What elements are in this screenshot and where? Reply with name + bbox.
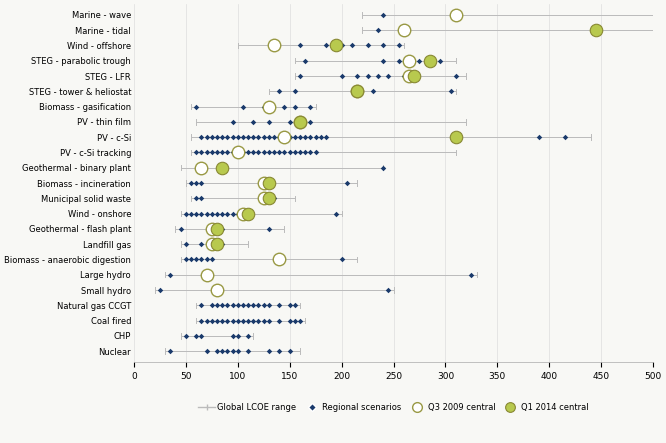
Legend: Global LCOE range, Regional scenarios, Q3 2009 central, Q1 2014 central: Global LCOE range, Regional scenarios, Q… xyxy=(195,399,592,415)
